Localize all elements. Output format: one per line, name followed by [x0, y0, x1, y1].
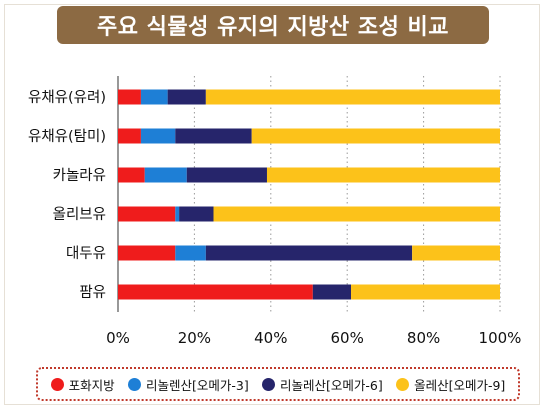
- bar-segment: [351, 284, 500, 300]
- bar-segment: [118, 284, 313, 300]
- x-tick-label: 100%: [479, 329, 522, 347]
- bar-segment: [118, 128, 141, 144]
- bar-segment: [251, 128, 500, 144]
- legend: 포화지방 리놀렌산[오메가-3] 리놀레산[오메가-6] 올레산[오메가-9]: [36, 367, 520, 401]
- bar-segment: [175, 128, 252, 144]
- legend-label: 올레산[오메가-9]: [414, 377, 506, 393]
- category-label: 유채유(탐미): [28, 128, 106, 145]
- bar-segment: [213, 206, 500, 222]
- bar-segment: [118, 89, 141, 105]
- category-label: 올리브유: [53, 206, 106, 223]
- category-label: 대두유: [66, 245, 106, 262]
- legend-label: 리놀렌산[오메가-3]: [146, 377, 249, 393]
- legend-swatch: [128, 377, 141, 391]
- bar-segment: [186, 167, 267, 183]
- legend-swatch: [262, 377, 276, 391]
- x-tick-label: 60%: [331, 329, 364, 347]
- legend-label: 리놀레산[오메가-6]: [280, 377, 383, 393]
- legend-item: 리놀레산[오메가-6]: [262, 375, 383, 394]
- legend-item: 올레산[오메가-9]: [396, 375, 505, 394]
- bar-segment: [167, 89, 206, 105]
- bar-segment: [140, 128, 176, 144]
- bar-segment: [144, 167, 187, 183]
- legend-swatch: [50, 377, 64, 391]
- bar-segment: [179, 206, 214, 222]
- category-label: 유채유(유려): [28, 89, 106, 106]
- bar-segment: [118, 206, 176, 222]
- bar-segment: [118, 167, 145, 183]
- category-label: 팜유: [79, 284, 106, 301]
- x-tick-label: 40%: [254, 329, 287, 347]
- legend-item: 포화지방: [50, 375, 115, 394]
- bar-segment: [412, 245, 500, 261]
- legend-item: 리놀렌산[오메가-3]: [128, 375, 249, 394]
- x-tick-label: 20%: [178, 329, 211, 347]
- chart-frame: [4, 4, 540, 405]
- category-label: 카놀라유: [53, 167, 106, 184]
- bar-segment: [175, 245, 206, 261]
- bar-segment: [266, 167, 500, 183]
- bar-segment: [118, 245, 176, 261]
- bar-segment: [205, 89, 501, 105]
- bar-segment: [175, 206, 180, 222]
- x-tick-label: 80%: [407, 329, 440, 347]
- bar-segment: [312, 284, 352, 300]
- legend-label: 포화지방: [68, 377, 115, 393]
- bar-segment: [140, 89, 168, 105]
- x-tick-label: 0%: [106, 329, 130, 347]
- bar-segment: [205, 245, 413, 261]
- chart-title: 주요 식물성 유지의 지방산 조성 비교: [57, 6, 489, 44]
- legend-swatch: [396, 377, 410, 391]
